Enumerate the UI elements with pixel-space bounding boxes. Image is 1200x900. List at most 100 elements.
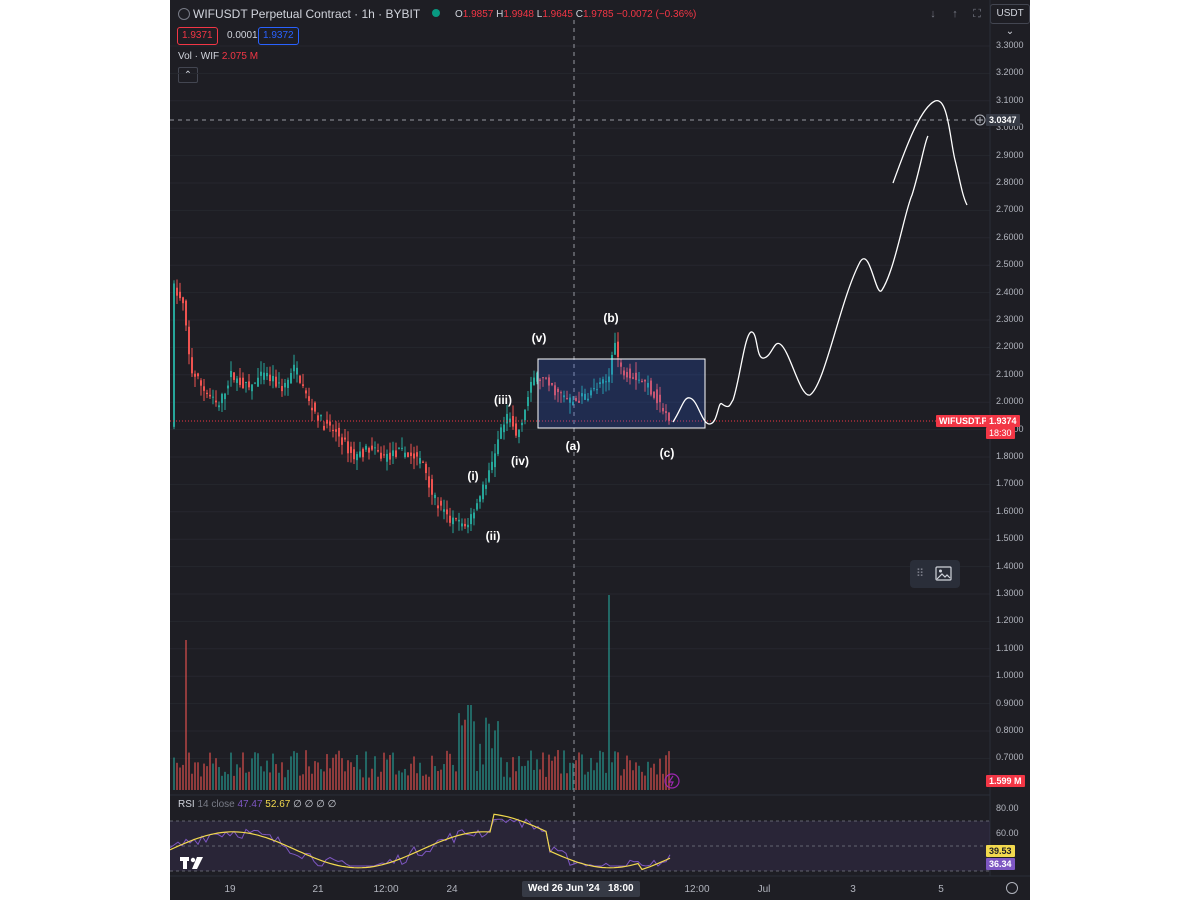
candle-body	[467, 524, 469, 528]
volume-bar	[644, 775, 646, 790]
volume-bar	[416, 773, 418, 790]
wave-label-b: (b)	[603, 311, 619, 325]
candle-body	[548, 377, 550, 386]
candle-body	[269, 374, 271, 382]
currency-label: USDT	[996, 8, 1024, 19]
settings-icon[interactable]	[1006, 882, 1018, 894]
candle-body	[272, 375, 274, 382]
volume-bar	[629, 760, 631, 790]
price-tick: 0.9000	[996, 697, 1024, 708]
volume-bar	[278, 772, 280, 790]
volume-bar	[404, 768, 406, 790]
symbol-title[interactable]: WIFUSDT Perpetual Contract · 1h · BYBIT	[193, 7, 421, 21]
high-label: H	[496, 9, 504, 20]
time-tick: 12:00	[684, 884, 710, 895]
arrow-down-icon[interactable]: ↓	[930, 8, 936, 20]
candle-body	[473, 512, 475, 519]
time-axis[interactable]: 19 21 12:00 24 28 12:00 Jul 3 5 Wed 26 J…	[170, 876, 1030, 900]
candle-body	[224, 393, 226, 400]
drag-handle-icon[interactable]: ⠿	[916, 568, 925, 580]
volume-bar	[371, 768, 373, 790]
wave-label-iv: (iv)	[511, 454, 529, 468]
volume-bar	[224, 771, 226, 790]
main-chart-canvas[interactable]	[170, 0, 1030, 900]
tradingview-logo[interactable]	[180, 857, 203, 869]
volume-bar	[458, 713, 460, 790]
candle-body	[590, 390, 592, 396]
candle-body	[374, 447, 376, 449]
candle-body	[311, 407, 313, 411]
volume-bar	[296, 752, 298, 790]
volume-bar	[626, 755, 628, 790]
high-value: 1.9948	[503, 9, 534, 20]
chart-app[interactable]: WIFUSDT Perpetual Contract · 1h · BYBIT …	[170, 0, 1030, 900]
volume-bar	[191, 773, 193, 790]
volume-bar	[437, 771, 439, 790]
candle-body	[566, 398, 568, 400]
candle-body	[650, 380, 652, 395]
rsi-legend[interactable]: RSI 14 close 47.47 52.67 ∅ ∅ ∅ ∅	[178, 799, 336, 810]
sell-button[interactable]: 1.9371	[177, 27, 218, 45]
volume-bar	[317, 762, 319, 790]
candle-body	[281, 386, 283, 392]
rsi-extras: ∅ ∅ ∅ ∅	[293, 799, 337, 810]
volume-bar	[359, 769, 361, 790]
candle-body	[605, 381, 607, 383]
image-icon[interactable]	[935, 566, 952, 581]
volume-bar	[473, 721, 475, 790]
candle-body	[380, 452, 382, 459]
price-axis[interactable]: 3.3000 3.2000 3.1000 3.0000 2.9000 2.8000 2.70…	[990, 26, 1030, 796]
low-label: L	[536, 9, 543, 20]
volume-bar	[566, 773, 568, 790]
volume-bar	[257, 753, 259, 790]
candle-body	[314, 402, 316, 412]
candle-body	[500, 427, 502, 439]
lightning-icon[interactable]	[664, 773, 680, 789]
volume-bar	[572, 762, 574, 790]
candle-body	[227, 385, 229, 389]
candle-body	[563, 395, 565, 398]
volume-bar	[269, 772, 271, 790]
volume-bar	[287, 769, 289, 790]
price-tick: 3.2000	[996, 67, 1024, 78]
candle-body	[389, 452, 391, 460]
candle-body	[584, 393, 586, 400]
buy-button[interactable]: 1.9372	[258, 27, 299, 45]
candle-body	[416, 452, 418, 457]
volume-bar	[563, 750, 565, 790]
volume-bar	[179, 767, 181, 790]
volume-bar	[590, 757, 592, 790]
volume-bar	[434, 766, 436, 790]
candle-body	[620, 362, 622, 367]
candle-body	[581, 393, 583, 397]
volume-bar	[575, 760, 577, 790]
crosshair-price-label: 3.0347	[986, 114, 1020, 126]
wave-label-a: (a)	[565, 439, 581, 453]
candle-body	[452, 517, 454, 525]
candle-body	[221, 393, 223, 404]
volume-indicator-label[interactable]: Vol · WIF 2.075 M	[178, 51, 258, 62]
collapse-legend-button[interactable]: ⌃	[178, 67, 198, 83]
projection-path[interactable]	[672, 135, 929, 425]
correction-box[interactable]	[537, 358, 706, 429]
candle-body	[434, 494, 436, 499]
price-tick: 2.4000	[996, 286, 1024, 297]
candle-body	[359, 451, 361, 457]
candle-body	[422, 461, 424, 463]
candle-body	[446, 509, 448, 515]
fullscreen-icon[interactable]: ⛶	[973, 8, 981, 20]
volume-bar	[656, 774, 658, 790]
wave-label-i: (i)	[467, 469, 479, 483]
candle-body	[302, 384, 304, 386]
arrow-up-icon[interactable]: ↑	[952, 8, 958, 20]
volume-bar	[509, 777, 511, 790]
volume-bar	[239, 767, 241, 790]
projection-peak-path[interactable]	[892, 100, 968, 206]
open-value: 1.9857	[462, 9, 494, 20]
candle-body	[350, 446, 352, 453]
candle-body	[356, 454, 358, 461]
volume-bar	[230, 752, 232, 790]
floating-toolbar[interactable]: ⠿	[910, 560, 960, 588]
candle-body	[554, 385, 556, 396]
volume-bar	[443, 764, 445, 790]
